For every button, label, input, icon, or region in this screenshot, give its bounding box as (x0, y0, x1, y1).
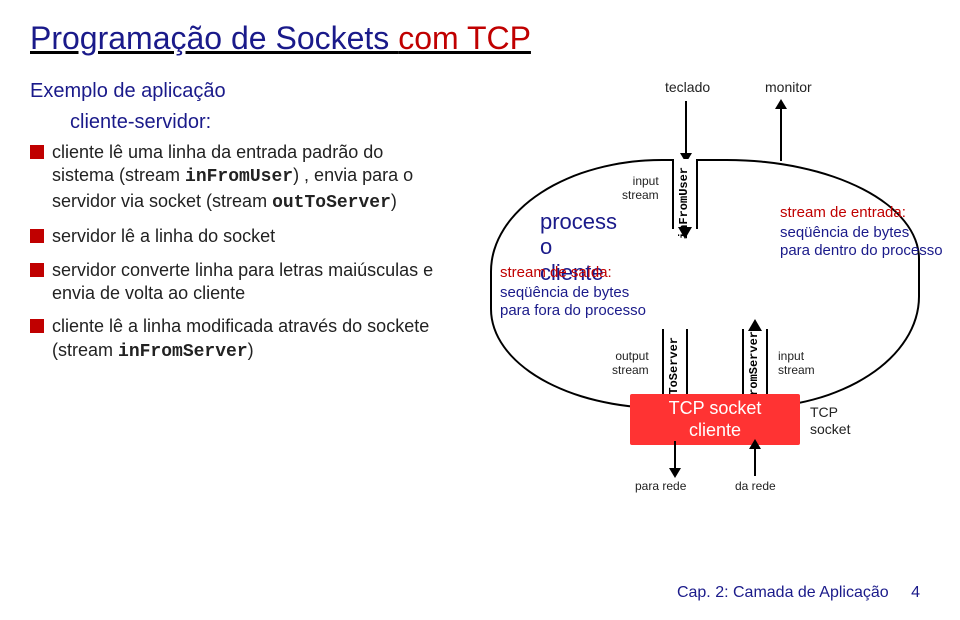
label-teclado: teclado (665, 79, 710, 96)
label-infromuser: inFromUser (677, 167, 691, 239)
label-monitor: monitor (765, 79, 812, 96)
slide: Programação de Sockets com TCP Exemplo d… (0, 0, 960, 620)
arrow-da-rede (754, 441, 756, 476)
right-column: teclado monitor inFromUser input stream … (460, 79, 920, 509)
label-saida-desc: seqüência de bytes para fora do processo (500, 284, 646, 320)
title-part2: com TCP (398, 20, 531, 56)
footer: Cap. 2: Camada de Aplicação 4 (677, 584, 920, 602)
b1-mono1: inFromUser (185, 167, 293, 187)
footer-text: Cap. 2: Camada de Aplicação (677, 584, 889, 601)
bullet-3: servidor converte linha para letras maiú… (30, 259, 440, 306)
b4-mono: inFromServer (118, 342, 248, 362)
bullet-4: cliente lê a linha modificada através do… (30, 315, 440, 364)
b3-pre: servidor converte linha para letras maiú… (52, 260, 433, 303)
b2-pre: servidor lê a linha do socket (52, 226, 275, 246)
arrow-para-rede (674, 441, 676, 476)
label-da-rede: da rede (735, 479, 776, 493)
label-input-stream-right: input stream (778, 349, 815, 378)
label-tcp-socket-side: TCP socket (810, 404, 850, 438)
b1-mono2: outToServer (272, 193, 391, 213)
label-entrada-desc: seqüência de bytes para dentro do proces… (780, 224, 943, 260)
slide-title: Programação de Sockets com TCP (30, 20, 930, 57)
diagram: teclado monitor inFromUser input stream … (460, 79, 920, 509)
arrowhead-infromserver (748, 319, 762, 331)
label-para-rede: para rede (635, 479, 686, 493)
label-input-stream-top: input stream (622, 174, 659, 203)
arrow-teclado-down (685, 101, 687, 161)
bullet-1: cliente lê uma linha da entrada padrão d… (30, 141, 440, 215)
subhead-2: cliente-servidor: (30, 110, 440, 135)
tcp-socket-box: TCP socket cliente (630, 394, 800, 445)
page-number: 4 (911, 584, 920, 602)
bullet-2: servidor lê a linha do socket (30, 225, 440, 248)
left-column: Exemplo de aplicação cliente-servidor: c… (30, 79, 440, 509)
b4-post: ) (248, 340, 254, 360)
b1-post2: ) (391, 191, 397, 211)
title-part1: Programação de Sockets (30, 20, 398, 56)
bullet-list: cliente lê uma linha da entrada padrão d… (30, 141, 440, 364)
label-stream-entrada: stream de entrada: (780, 204, 906, 222)
label-stream-saida: stream de saída: (500, 264, 612, 282)
columns: Exemplo de aplicação cliente-servidor: c… (30, 79, 930, 509)
arrow-monitor-up (780, 101, 782, 161)
subhead-1: Exemplo de aplicação (30, 79, 440, 104)
label-output-stream: output stream (612, 349, 649, 378)
